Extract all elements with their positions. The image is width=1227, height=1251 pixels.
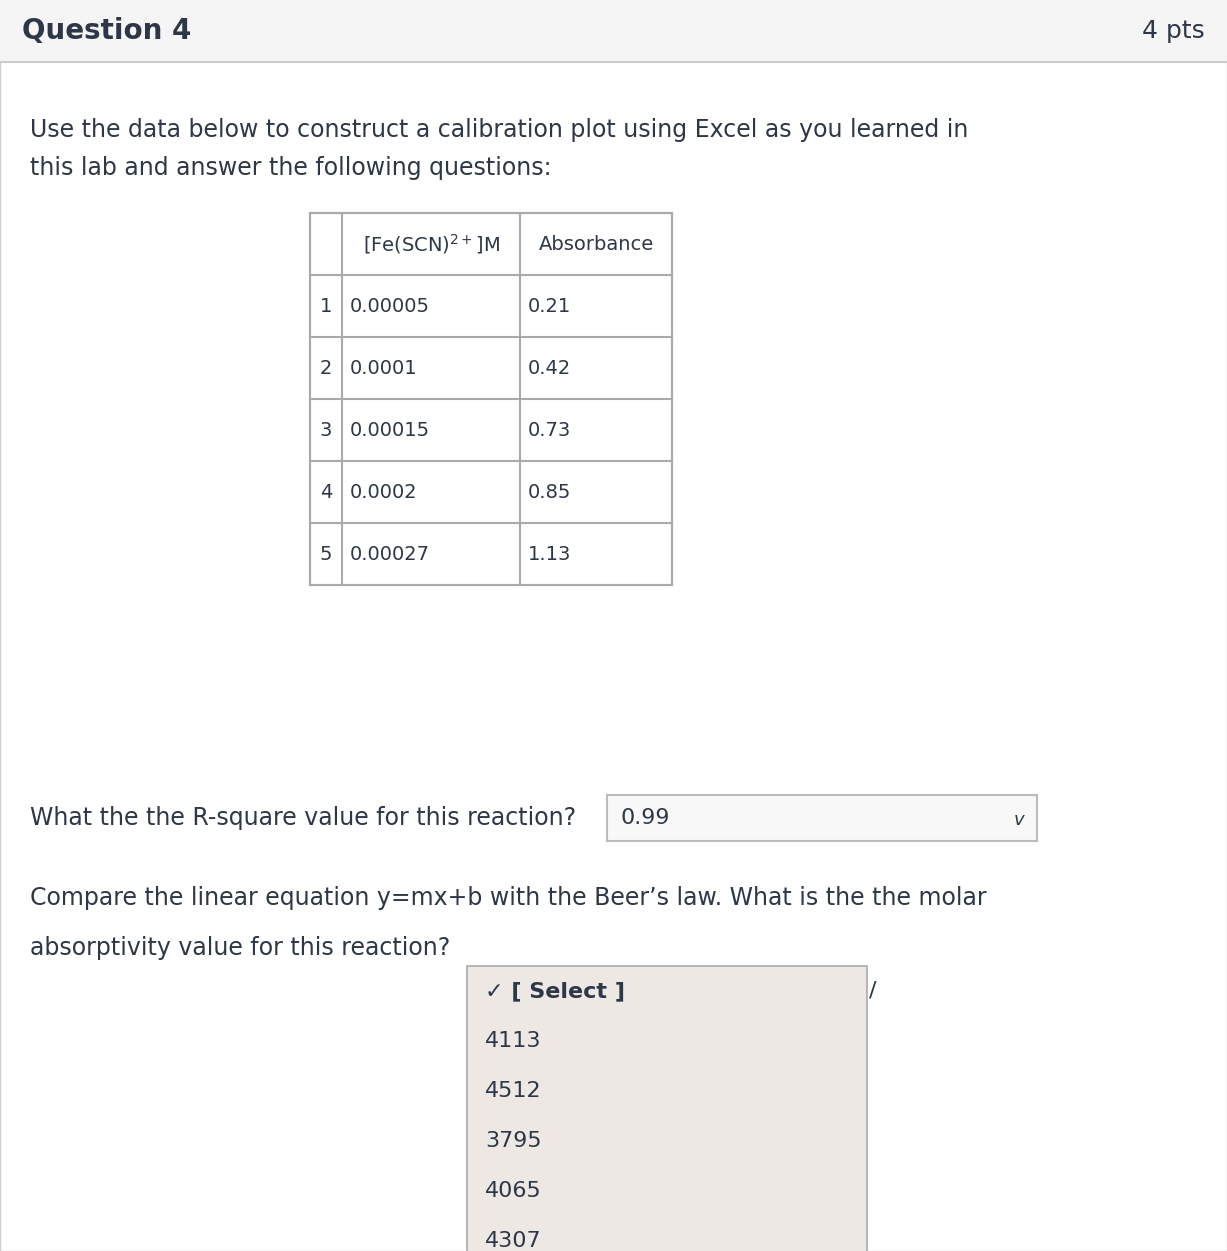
Text: 0.21: 0.21 — [528, 296, 572, 315]
Text: 4307: 4307 — [485, 1231, 541, 1251]
Bar — [310, 213, 672, 585]
Text: 0.99: 0.99 — [621, 808, 670, 828]
Text: What the the R-square value for this reaction?: What the the R-square value for this rea… — [29, 806, 577, 829]
Text: 0.00015: 0.00015 — [350, 420, 431, 439]
Text: Compare the linear equation y=mx+b with the Beer’s law. What is the the molar: Compare the linear equation y=mx+b with … — [29, 886, 987, 909]
Text: 0.42: 0.42 — [528, 359, 572, 378]
Text: 4512: 4512 — [485, 1081, 541, 1101]
Text: 0.73: 0.73 — [528, 420, 572, 439]
Text: 0.0002: 0.0002 — [350, 483, 417, 502]
Text: 0.00027: 0.00027 — [350, 544, 429, 563]
Text: Use the data below to construct a calibration plot using Excel as you learned in: Use the data below to construct a calibr… — [29, 118, 968, 143]
Text: 2: 2 — [320, 359, 333, 378]
Text: 3795: 3795 — [485, 1131, 541, 1151]
Text: this lab and answer the following questions:: this lab and answer the following questi… — [29, 156, 551, 180]
Text: 4113: 4113 — [485, 1031, 541, 1051]
Text: 0.85: 0.85 — [528, 483, 572, 502]
Text: /: / — [869, 981, 876, 1001]
Text: ✓ [ Select ]: ✓ [ Select ] — [485, 981, 625, 1001]
Text: 3: 3 — [320, 420, 333, 439]
Text: Question 4: Question 4 — [22, 18, 191, 45]
Text: 4065: 4065 — [485, 1181, 542, 1201]
Text: 0.0001: 0.0001 — [350, 359, 417, 378]
Text: Absorbance: Absorbance — [539, 234, 654, 254]
Bar — [467, 966, 867, 1251]
Text: absorptivity value for this reaction?: absorptivity value for this reaction? — [29, 936, 450, 960]
Text: v: v — [1014, 811, 1025, 829]
Text: [Fe(SCN)$^{2+}$]M: [Fe(SCN)$^{2+}$]M — [362, 231, 499, 256]
Bar — [607, 794, 1037, 841]
Text: 0.00005: 0.00005 — [350, 296, 429, 315]
Text: 1: 1 — [320, 296, 333, 315]
Bar — [0, 0, 1227, 63]
Text: 1.13: 1.13 — [528, 544, 572, 563]
Text: 4 pts: 4 pts — [1142, 19, 1205, 43]
Text: 4: 4 — [320, 483, 333, 502]
Text: 5: 5 — [320, 544, 333, 563]
